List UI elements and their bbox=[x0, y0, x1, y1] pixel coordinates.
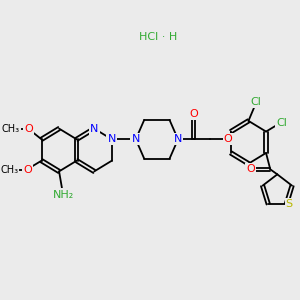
Text: O: O bbox=[23, 165, 32, 175]
Text: N: N bbox=[108, 134, 116, 144]
Text: CH₃: CH₃ bbox=[2, 124, 20, 134]
Text: CH₃: CH₃ bbox=[0, 165, 18, 175]
Text: S: S bbox=[286, 199, 293, 209]
Text: Cl: Cl bbox=[250, 97, 261, 106]
Text: O: O bbox=[25, 124, 33, 134]
Text: N: N bbox=[174, 134, 182, 144]
Text: HCl · H: HCl · H bbox=[139, 32, 177, 42]
Text: N: N bbox=[132, 134, 140, 144]
Text: O: O bbox=[189, 109, 198, 119]
Text: O: O bbox=[224, 134, 233, 144]
Text: N: N bbox=[90, 124, 98, 134]
Text: O: O bbox=[246, 164, 255, 174]
Text: Cl: Cl bbox=[276, 118, 287, 128]
Text: NH₂: NH₂ bbox=[53, 190, 74, 200]
